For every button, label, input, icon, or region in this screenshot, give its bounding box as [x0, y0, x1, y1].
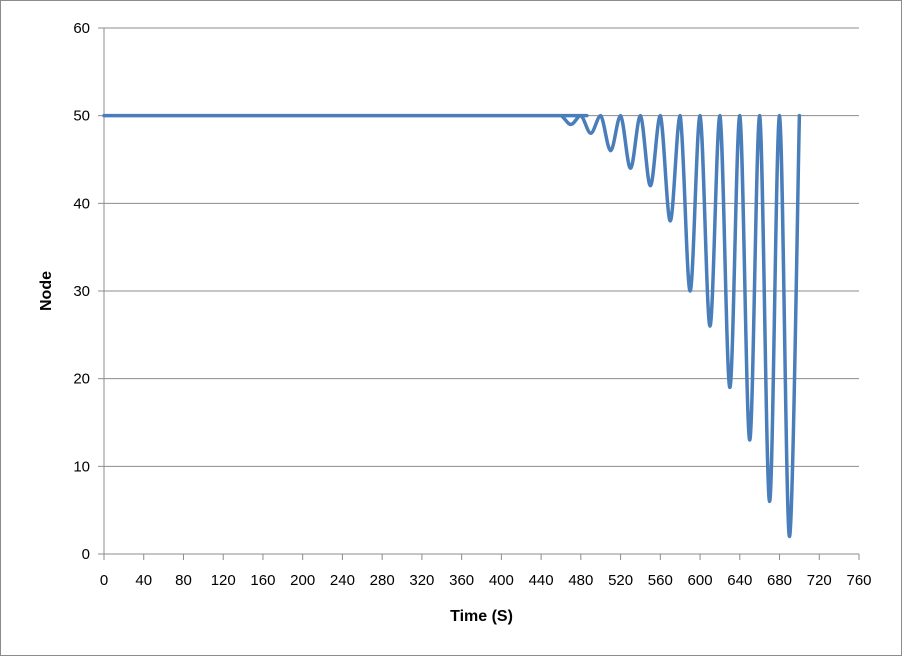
y-axis-title: Node: [38, 271, 55, 311]
y-tick-label: 10: [73, 458, 90, 475]
x-tick-label: 280: [370, 572, 395, 589]
y-tick-label: 30: [73, 283, 90, 300]
x-tick-label: 360: [449, 572, 474, 589]
y-tick-label: 20: [73, 371, 90, 388]
x-tick-label: 320: [409, 572, 434, 589]
y-tick-label: 0: [82, 546, 90, 563]
x-tick-label: 200: [290, 572, 315, 589]
x-tick-label: 680: [767, 572, 792, 589]
x-tick-label: 520: [608, 572, 633, 589]
x-tick-label: 160: [250, 572, 275, 589]
series-layer: [102, 113, 802, 539]
x-tick-label: 240: [330, 572, 355, 589]
y-tick-label: 60: [73, 20, 90, 37]
x-tick-label: 480: [568, 572, 593, 589]
series-line: [102, 113, 802, 539]
x-tick-label: 120: [211, 572, 236, 589]
x-tick-label: 560: [648, 572, 673, 589]
x-tick-label: 440: [529, 572, 554, 589]
x-tick-label: 640: [727, 572, 752, 589]
x-tick-label: 400: [489, 572, 514, 589]
x-axis-title: Time (S): [450, 608, 513, 625]
x-tick-label: 600: [688, 572, 713, 589]
y-tick-label: 50: [73, 108, 90, 125]
x-tick-label: 40: [135, 572, 152, 589]
x-tick-label: 0: [100, 572, 108, 589]
x-tick-label: 760: [846, 572, 871, 589]
x-tick-label: 80: [175, 572, 192, 589]
x-tick-label: 720: [807, 572, 832, 589]
y-tick-label: 40: [73, 195, 90, 212]
